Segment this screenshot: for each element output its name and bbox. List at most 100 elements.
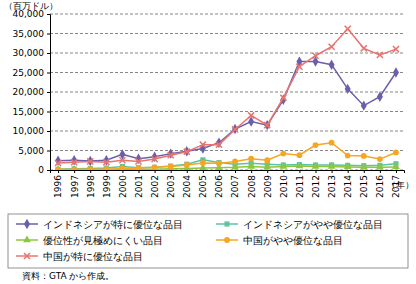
legend-label: インドネシアがやや優位な品目 xyxy=(243,219,383,230)
legend-entry: 中国が特に優位な品目 xyxy=(16,251,143,262)
x-tick-mark xyxy=(251,170,252,173)
grid-line xyxy=(50,14,404,15)
series-marker xyxy=(280,151,286,157)
series-marker xyxy=(313,142,319,148)
x-axis: 1996199719981999200020012002200320042005… xyxy=(51,170,405,198)
series-marker xyxy=(216,142,222,148)
x-tick: 2012 xyxy=(311,170,321,198)
x-tick-label: 2014 xyxy=(343,175,353,198)
x-tick-mark xyxy=(171,170,172,173)
x-tick-mark xyxy=(74,170,75,173)
series-marker xyxy=(329,140,335,146)
x-tick-label: 2003 xyxy=(166,175,176,198)
y-tick: 15,000 xyxy=(13,107,51,117)
series-marker xyxy=(87,166,93,170)
y-tick: 10,000 xyxy=(13,126,51,136)
legend-marker xyxy=(24,219,30,229)
series-marker xyxy=(136,165,142,170)
series-marker xyxy=(312,53,318,59)
y-tick: 25,000 xyxy=(13,68,51,78)
series-marker xyxy=(119,165,127,170)
legend-label: インドネシアが特に優位な品目 xyxy=(43,219,183,230)
x-tick-mark xyxy=(380,170,381,173)
y-tick-mark xyxy=(47,34,50,35)
plot-area xyxy=(54,26,400,170)
x-tick: 2011 xyxy=(295,170,305,198)
x-tick: 1999 xyxy=(102,170,112,198)
series-marker xyxy=(392,162,400,169)
legend-entry: インドネシアが特に優位な品目 xyxy=(16,219,183,230)
series-marker xyxy=(361,45,367,51)
x-tick-label: 2006 xyxy=(214,175,224,198)
legend-entry: 優位性が見極めにくい品目 xyxy=(16,235,163,246)
x-tick: 2014 xyxy=(343,170,353,198)
series-marker xyxy=(297,152,303,158)
series-marker xyxy=(344,162,352,169)
series-marker xyxy=(152,164,158,170)
series-marker xyxy=(55,167,60,170)
x-tick-mark xyxy=(332,170,333,173)
series-marker xyxy=(248,156,254,162)
grid-line xyxy=(50,131,404,132)
series-marker xyxy=(168,164,173,169)
x-tick-mark xyxy=(283,170,284,173)
series-marker xyxy=(361,153,367,159)
series-marker xyxy=(71,159,77,165)
y-tick-mark xyxy=(47,112,50,113)
x-tick-mark xyxy=(155,170,156,173)
x-tick: 2001 xyxy=(134,170,144,198)
x-tick-mark xyxy=(396,170,397,173)
series-marker xyxy=(232,124,238,134)
series-marker xyxy=(168,164,174,170)
y-tick-label: 20,000 xyxy=(13,87,45,97)
x-tick-label: 2015 xyxy=(359,175,369,198)
series-marker xyxy=(216,138,222,148)
y-tick-label: 35,000 xyxy=(13,29,45,39)
legend-entry: 中国がやや優位な品目 xyxy=(216,235,343,246)
y-tick: 30,000 xyxy=(13,48,51,58)
x-tick-label: 2013 xyxy=(327,175,337,198)
y-tick-label: 30,000 xyxy=(13,48,45,58)
x-tick-mark xyxy=(267,170,268,173)
chart: 05,00010,00015,00020,00025,00030,00035,0… xyxy=(0,0,416,284)
x-tick: 2015 xyxy=(359,170,369,198)
series-marker xyxy=(136,165,141,170)
series-marker xyxy=(152,165,157,170)
y-axis-title: （百万ドル） xyxy=(4,1,58,11)
series-marker xyxy=(377,156,383,162)
y-tick: 5,000 xyxy=(18,146,50,156)
y-tick-mark xyxy=(47,151,50,152)
x-tick: 2005 xyxy=(198,170,208,198)
x-tick-mark xyxy=(139,170,140,173)
x-tick: 2016 xyxy=(375,170,385,198)
series-marker xyxy=(71,167,77,170)
x-tick-label: 2011 xyxy=(295,175,305,198)
series-marker xyxy=(393,46,399,52)
x-tick: 2013 xyxy=(327,170,337,198)
series-marker xyxy=(135,153,141,163)
series-marker xyxy=(135,158,141,164)
grid-line xyxy=(50,111,404,112)
x-tick: 2002 xyxy=(150,170,160,198)
series-marker xyxy=(264,157,270,163)
x-tick-mark xyxy=(58,170,59,173)
series-marker xyxy=(103,159,109,165)
series-marker xyxy=(312,162,320,169)
y-tick-mark xyxy=(47,53,50,54)
legend-label: 中国が特に優位な品目 xyxy=(43,251,143,262)
x-tick: 2006 xyxy=(214,170,224,198)
series-marker xyxy=(247,162,255,169)
y-tick: 20,000 xyxy=(13,87,51,97)
y-tick-mark xyxy=(47,170,50,171)
series-marker xyxy=(55,167,61,170)
y-tick-mark xyxy=(47,92,50,93)
series-marker xyxy=(345,26,351,32)
x-tick-label: 2012 xyxy=(311,175,321,198)
x-tick-label: 2002 xyxy=(150,175,160,198)
legend-entry: インドネシアがやや優位な品目 xyxy=(216,219,383,230)
series-marker xyxy=(232,159,238,165)
series-marker xyxy=(377,91,383,101)
x-tick: 1997 xyxy=(70,170,80,198)
series-marker xyxy=(376,163,384,170)
series-line xyxy=(58,62,396,161)
